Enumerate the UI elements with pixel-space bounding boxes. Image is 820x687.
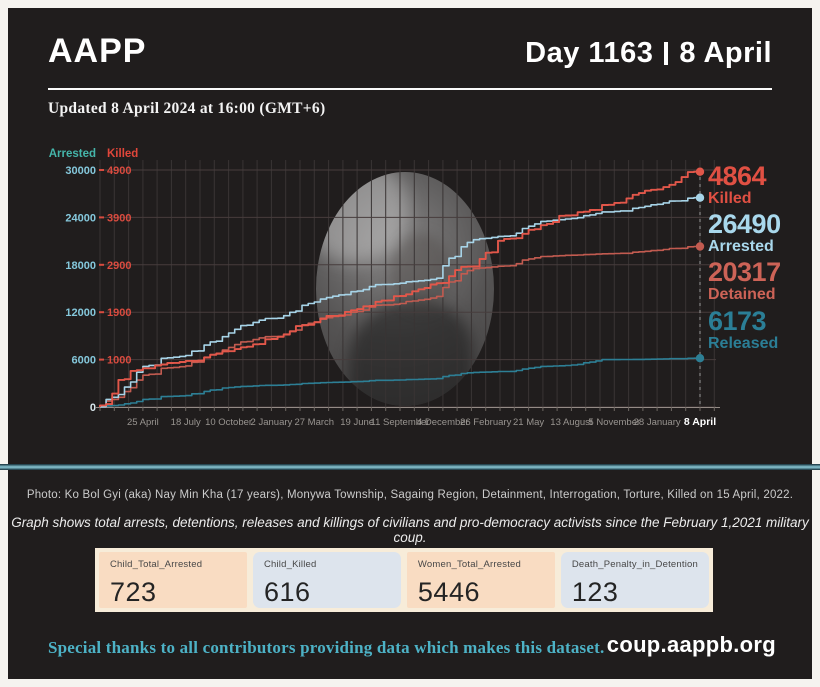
svg-text:4 December: 4 December — [417, 417, 469, 428]
svg-text:28 January: 28 January — [634, 417, 681, 428]
header-date: 8 April — [679, 37, 772, 69]
series-endpoint-detained — [695, 242, 705, 251]
legend-killed: 4864 Killed — [708, 161, 767, 207]
svg-text:11 September: 11 September — [371, 417, 430, 428]
svg-text:10 October: 10 October — [205, 417, 252, 428]
legend-detained: 20317 Detained — [708, 257, 781, 303]
thanks-note: Special thanks to all contributors provi… — [48, 638, 605, 657]
svg-text:1000: 1000 — [107, 355, 131, 367]
day-counter: Day 1163 8 April — [525, 37, 772, 70]
website-link[interactable]: coup.aappb.org — [606, 632, 776, 657]
legend-label: Released — [708, 334, 779, 352]
stat-value: 5446 — [417, 577, 480, 607]
updated-timestamp: Updated 8 April 2024 at 16:00 (GMT+6) — [48, 100, 326, 117]
svg-text:5 November: 5 November — [588, 417, 640, 428]
svg-text:2900: 2900 — [107, 260, 131, 272]
svg-text:18 July: 18 July — [171, 417, 201, 428]
header-rule — [48, 88, 772, 90]
day-label: Day 1163 — [525, 37, 654, 69]
svg-text:12000: 12000 — [65, 307, 96, 319]
svg-text:2 January: 2 January — [251, 417, 293, 428]
legend-value: 4864 — [708, 161, 767, 191]
stat-value: 723 — [110, 577, 157, 607]
legend-label: Detained — [708, 285, 776, 303]
svg-text:3900: 3900 — [107, 212, 131, 224]
stat-card-child-killed: Child_Killed 616 — [252, 552, 401, 608]
photo-caption: Photo: Ko Bol Gyi (aka) Nay Min Kha (17 … — [26, 489, 794, 501]
svg-text:27 March: 27 March — [294, 417, 334, 428]
svg-text:Arrested: Arrested — [49, 148, 96, 160]
brand-logo: AAPP — [48, 32, 147, 70]
stat-card-death-penalty: Death_Penalty_in_Detention 123 — [560, 552, 710, 608]
svg-text:4900: 4900 — [107, 165, 131, 177]
stat-value: 616 — [263, 577, 311, 607]
svg-text:30000: 30000 — [65, 165, 96, 177]
stats-strip: Child_Total_Arrested 723 Child_Killed 61… — [95, 548, 713, 612]
svg-text:26 February: 26 February — [460, 417, 511, 428]
legend-value: 26490 — [708, 209, 781, 239]
photo-shadow — [390, 232, 452, 313]
legend-arrested: 26490 Arrested — [708, 209, 781, 255]
svg-text:8 April: 8 April — [684, 416, 716, 428]
stat-label: Women_Total_Arrested — [417, 559, 522, 570]
header-separator — [664, 42, 669, 65]
legend-value: 6173 — [708, 306, 767, 336]
memorial-photo — [316, 172, 494, 406]
svg-text:24000: 24000 — [65, 212, 96, 224]
stat-card-women-total-arrested: Women_Total_Arrested 5446 — [406, 552, 555, 608]
stat-label: Child_Total_Arrested — [110, 559, 203, 570]
svg-text:6000: 6000 — [72, 355, 96, 367]
legend-value: 20317 — [708, 257, 781, 287]
legend-label: Arrested — [708, 237, 774, 255]
svg-text:25 April: 25 April — [127, 417, 159, 428]
trend-chart: 0 6000 1000 12000 1900 18000 2900 24000 3900 3000… — [8, 140, 812, 440]
svg-text:1900: 1900 — [107, 307, 131, 319]
svg-text:13 August: 13 August — [550, 417, 593, 428]
legend-label: Killed — [708, 189, 752, 207]
series-line-arrested — [99, 196, 700, 408]
svg-text:Killed: Killed — [107, 148, 138, 160]
stat-label: Death_Penalty_in_Detention — [571, 559, 699, 570]
poster-card: AAPP Day 1163 8 April Updated 8 April 20… — [8, 8, 812, 679]
legend-released: 6173 Released — [708, 306, 779, 352]
chart-legend: 4864 Killed 26490 Arrested 20317 Detained 6173… — [708, 140, 812, 440]
series-line-released — [100, 357, 700, 408]
svg-text:0: 0 — [90, 402, 96, 414]
stat-value: 123 — [571, 577, 619, 607]
series-endpoint-released — [695, 354, 705, 363]
stat-card-child-total-arrested: Child_Total_Arrested 723 — [99, 552, 247, 608]
series-line-detained — [99, 245, 700, 408]
photo-silhouette — [348, 300, 473, 406]
svg-text:18000: 18000 — [65, 260, 96, 272]
series-endpoint-killed — [695, 167, 705, 176]
svg-text:19 June: 19 June — [340, 417, 374, 428]
stat-label: Child_Killed — [263, 559, 317, 570]
chart-canvas: 0 6000 1000 12000 1900 18000 2900 24000 3900 3000… — [49, 148, 720, 428]
series-line-killed — [99, 170, 700, 407]
series-endpoint-arrested — [695, 193, 705, 202]
svg-text:21 May: 21 May — [513, 417, 544, 428]
section-divider — [0, 464, 820, 470]
graph-note: Graph shows total arrests, detentions, r… — [11, 515, 809, 545]
